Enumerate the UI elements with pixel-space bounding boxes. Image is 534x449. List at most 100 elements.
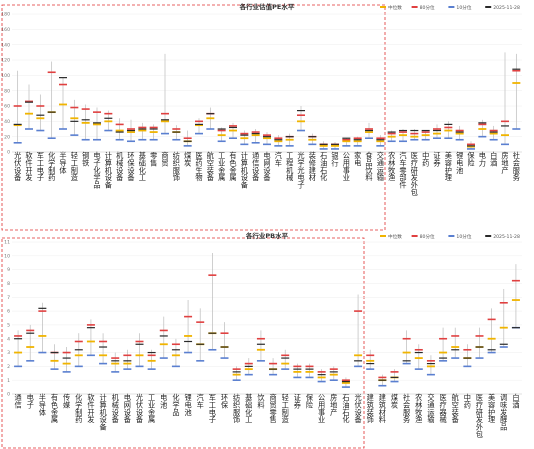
p80-mark bbox=[93, 111, 101, 113]
p80-mark bbox=[196, 321, 205, 323]
p10-mark bbox=[376, 145, 385, 147]
p10-mark bbox=[387, 140, 396, 143]
category-label: 工程机械 bbox=[286, 151, 294, 182]
p10-mark bbox=[244, 373, 253, 376]
p10-mark bbox=[444, 137, 453, 139]
p10-mark bbox=[99, 362, 108, 365]
p10-mark bbox=[229, 137, 237, 139]
category-label: 银行 bbox=[331, 151, 338, 167]
current-mark bbox=[208, 332, 217, 334]
median-mark bbox=[111, 362, 120, 365]
current-mark bbox=[25, 101, 33, 103]
y-tick-label: 20 bbox=[4, 134, 10, 140]
p80-mark bbox=[240, 132, 249, 135]
p80-mark bbox=[489, 129, 498, 132]
category-marks bbox=[269, 358, 278, 376]
p80-mark bbox=[159, 329, 168, 332]
current-mark bbox=[229, 126, 237, 129]
current-mark bbox=[159, 335, 168, 337]
p10-mark bbox=[184, 351, 193, 354]
median-mark bbox=[70, 117, 79, 120]
p10-mark bbox=[70, 134, 79, 136]
category-marks bbox=[305, 363, 314, 379]
category-marks bbox=[499, 288, 508, 348]
current-mark bbox=[281, 357, 290, 359]
category-marks bbox=[342, 137, 351, 147]
p80-mark bbox=[115, 123, 124, 126]
p80-mark bbox=[376, 137, 385, 139]
current-mark bbox=[512, 68, 521, 70]
median-mark bbox=[366, 359, 375, 362]
category-marks bbox=[410, 129, 419, 141]
category-marks bbox=[127, 119, 135, 143]
category-label: 社会服务 bbox=[403, 393, 410, 424]
p80-mark bbox=[104, 112, 113, 115]
current-mark bbox=[147, 351, 156, 354]
y-tick-label: 9 bbox=[7, 267, 10, 273]
p10-mark bbox=[433, 137, 441, 139]
category-marks bbox=[13, 70, 22, 144]
median-mark bbox=[38, 335, 47, 337]
legend-entry: 中位数 bbox=[380, 233, 402, 240]
p80-mark bbox=[171, 343, 180, 346]
median-mark bbox=[402, 351, 411, 354]
category-label: 机械设备 bbox=[116, 151, 124, 182]
category-label: 公用事业 bbox=[318, 393, 325, 424]
category-marks bbox=[487, 308, 496, 354]
p10-mark bbox=[232, 379, 241, 381]
p10-mark bbox=[14, 365, 23, 368]
median-mark bbox=[297, 120, 305, 123]
p80-mark bbox=[463, 348, 472, 351]
p80-mark bbox=[38, 310, 47, 312]
category-label: 光伏设备 bbox=[136, 393, 143, 424]
svg-text:80分位: 80分位 bbox=[420, 233, 435, 240]
category-label: 汽车 bbox=[275, 151, 282, 167]
category-label: 建筑材料 bbox=[379, 393, 386, 424]
p80-mark bbox=[149, 126, 158, 129]
category-marks bbox=[26, 324, 35, 362]
median-mark bbox=[171, 354, 180, 357]
p10-mark bbox=[274, 145, 283, 147]
current-mark bbox=[111, 360, 120, 362]
category-marks bbox=[14, 330, 23, 368]
p10-mark bbox=[159, 357, 168, 359]
p80-mark bbox=[269, 362, 278, 365]
legend-entry: 2025-11-28 bbox=[485, 234, 520, 240]
p80-mark bbox=[387, 132, 396, 135]
category-marks bbox=[62, 347, 71, 373]
category-label: 军工电子 bbox=[37, 151, 44, 182]
category-marks bbox=[38, 302, 47, 354]
y-tick-label: 11 bbox=[4, 240, 10, 246]
category-marks bbox=[115, 118, 124, 141]
category-marks bbox=[47, 61, 56, 139]
p10-mark bbox=[195, 132, 203, 135]
y-tick-label: 5 bbox=[7, 323, 10, 329]
median-mark bbox=[341, 382, 350, 384]
category-label: 机械设备 bbox=[112, 393, 120, 424]
category-marks bbox=[70, 99, 79, 136]
legend-entry: 2025-11-28 bbox=[485, 5, 520, 11]
current-mark bbox=[451, 349, 460, 351]
current-mark bbox=[455, 131, 464, 133]
current-mark bbox=[487, 349, 496, 351]
current-mark bbox=[329, 371, 338, 373]
p10-mark bbox=[439, 360, 448, 362]
category-marks bbox=[281, 349, 290, 370]
category-marks bbox=[229, 122, 237, 139]
p80-mark bbox=[99, 340, 108, 343]
p80-mark bbox=[281, 354, 290, 357]
p10-mark bbox=[172, 138, 181, 141]
p80-mark bbox=[123, 354, 132, 357]
median-mark bbox=[308, 138, 317, 141]
current-mark bbox=[184, 340, 193, 343]
category-marks bbox=[399, 129, 407, 143]
current-mark bbox=[195, 123, 203, 125]
median-mark bbox=[281, 362, 290, 365]
p80-mark bbox=[263, 134, 271, 136]
category-marks bbox=[36, 94, 45, 132]
current-mark bbox=[36, 114, 45, 116]
category-marks bbox=[256, 330, 265, 362]
category-label: 工业金属 bbox=[218, 151, 225, 182]
p80-mark bbox=[501, 120, 509, 123]
p10-mark bbox=[149, 138, 158, 141]
